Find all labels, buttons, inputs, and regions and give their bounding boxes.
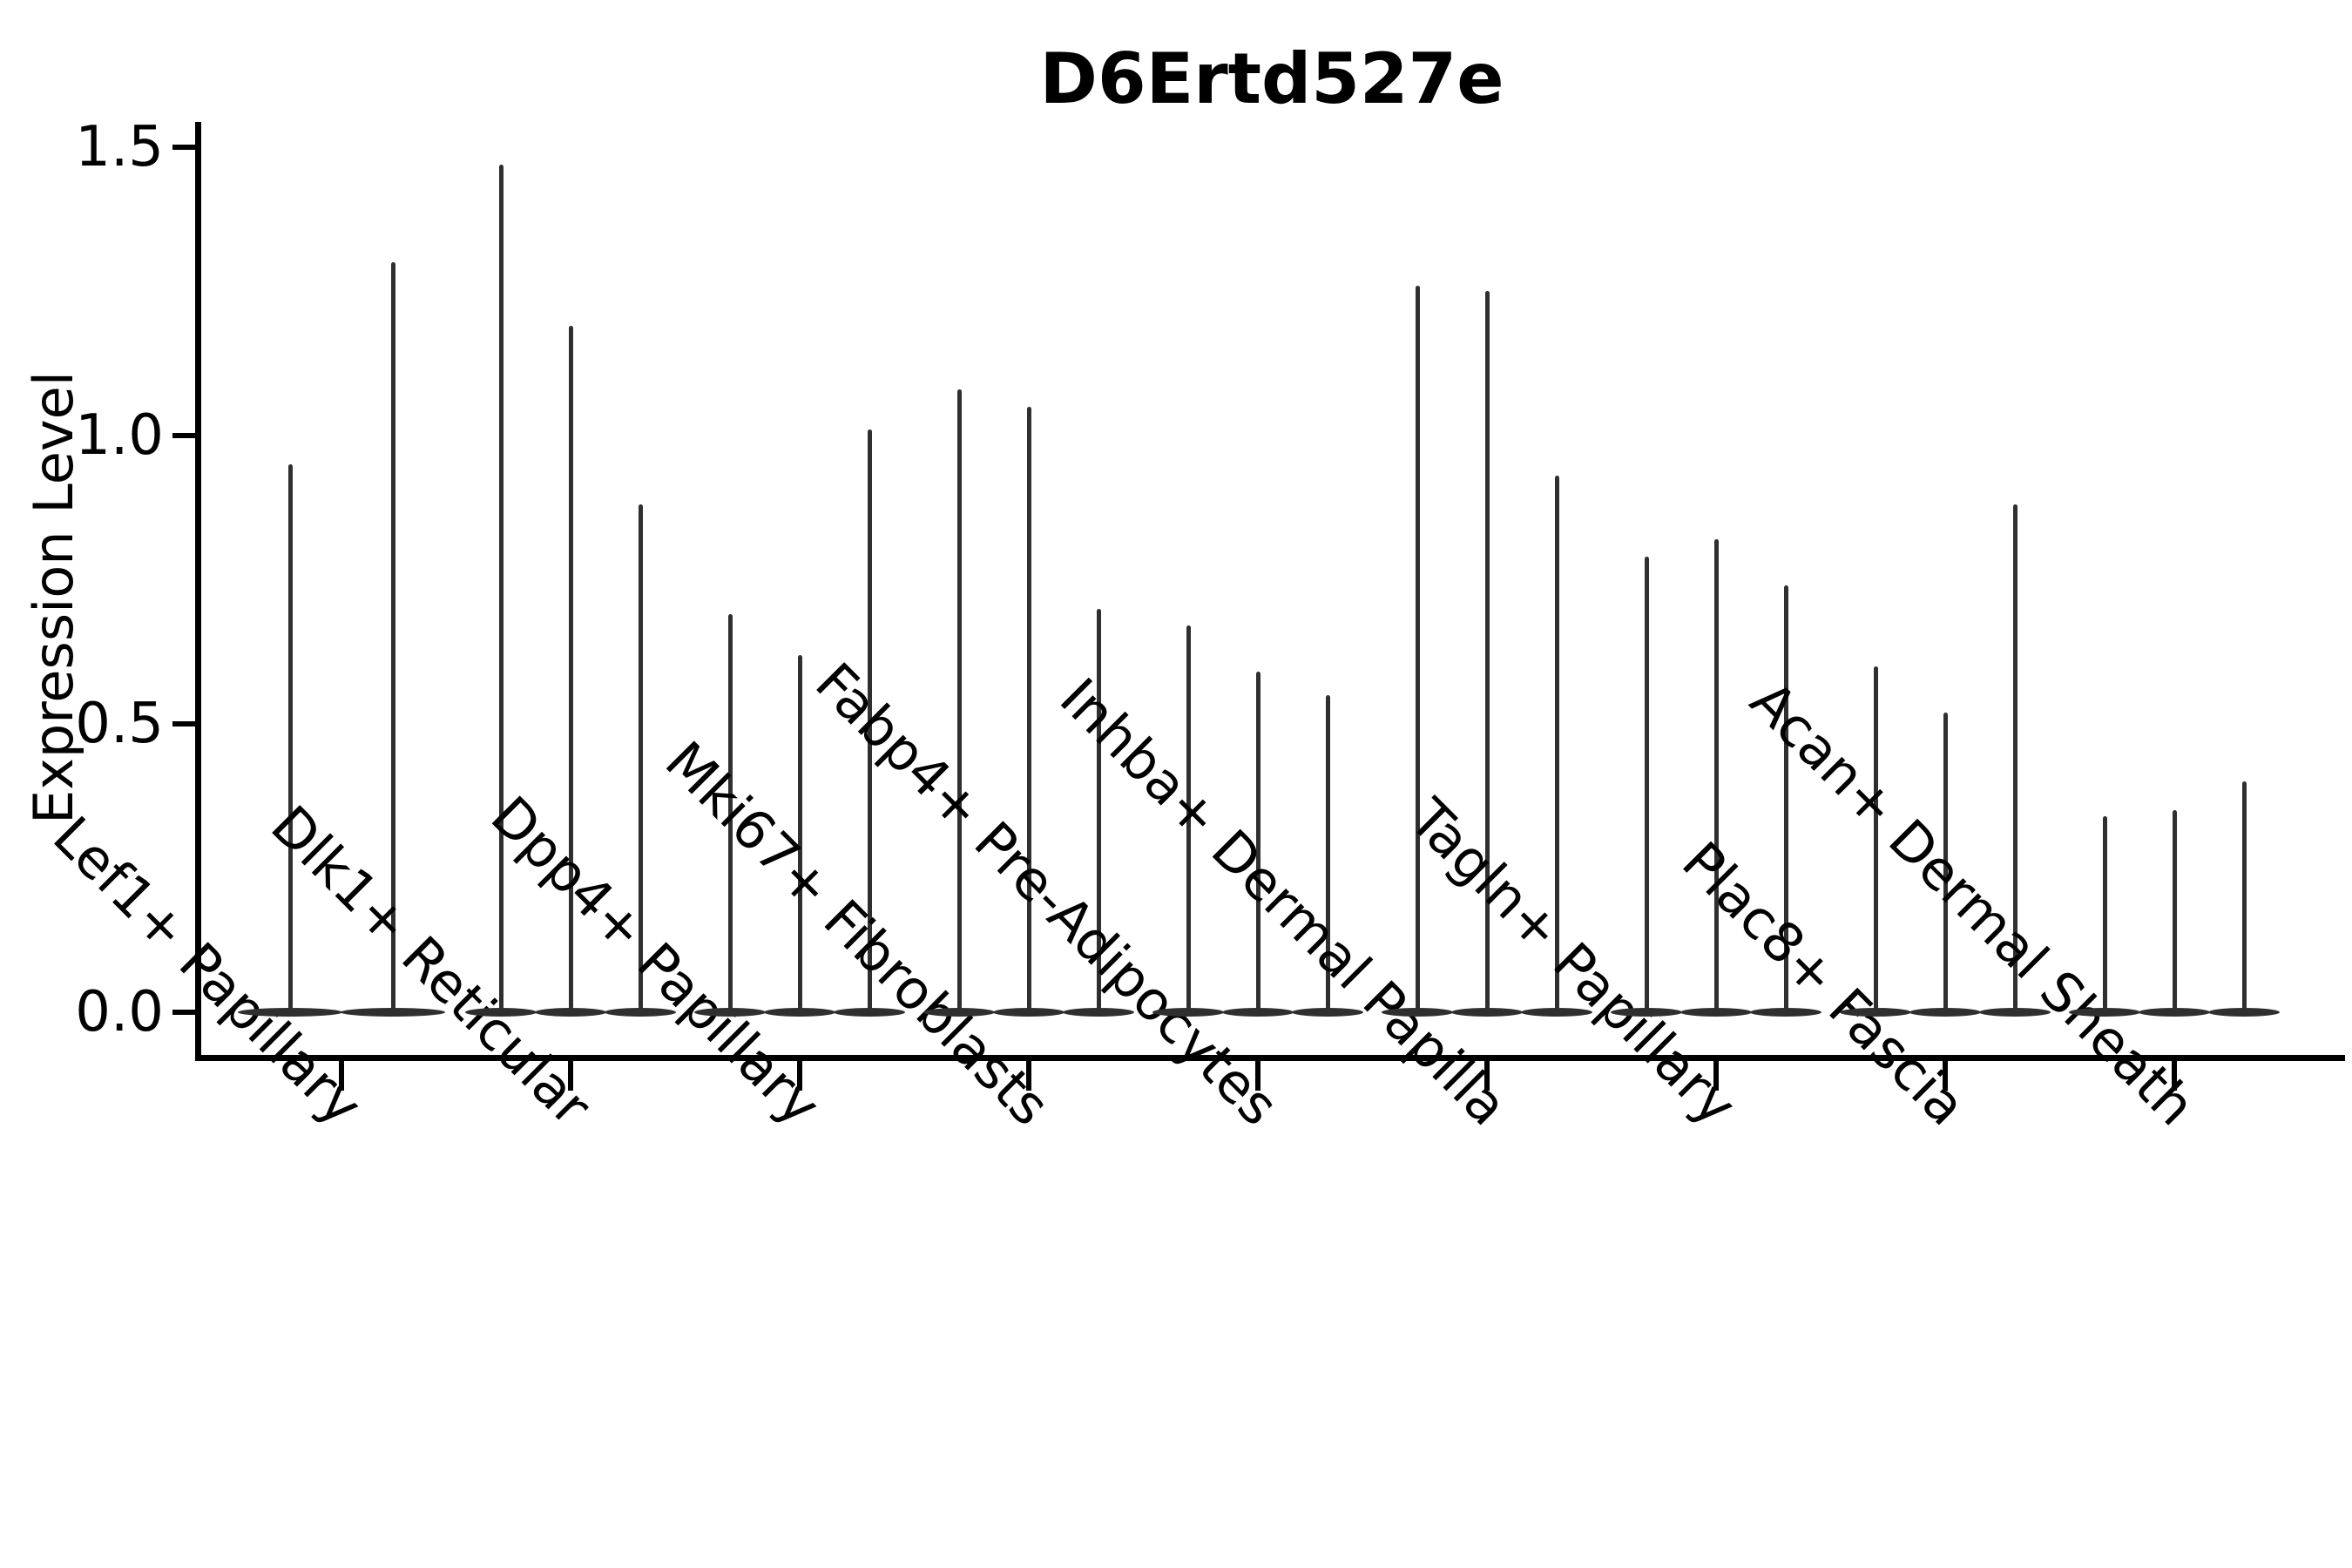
x-tick-label: Mki67+ Fibroblasts	[652, 728, 1062, 1139]
violin-zero-density	[1840, 1008, 1911, 1017]
violin	[2102, 816, 2107, 1012]
violin-zero-density	[764, 1008, 835, 1017]
violin	[867, 429, 872, 1012]
violin-zero-density	[1909, 1008, 1981, 1017]
violin	[498, 165, 504, 1012]
y-tick-mark	[172, 1010, 199, 1015]
violin	[1325, 695, 1330, 1012]
y-tick-mark	[172, 721, 199, 727]
violin-zero-density	[1521, 1008, 1592, 1017]
x-tick-mark	[1484, 1061, 1490, 1091]
violin	[1026, 407, 1031, 1012]
x-tick-mark	[797, 1061, 802, 1091]
x-tick-label: Inhba+ Dermal Papilla	[1047, 666, 1520, 1139]
violin	[1554, 476, 1559, 1012]
violin-zero-density	[1680, 1008, 1752, 1017]
chart-title: D6Ertd527e	[1039, 38, 1504, 119]
x-tick-mark	[2172, 1061, 2177, 1091]
violin-zero-density	[2139, 1008, 2210, 1017]
violin	[638, 504, 643, 1012]
y-tick-label: 0.0	[75, 980, 164, 1044]
x-tick-mark	[339, 1061, 344, 1091]
x-tick-mark	[1255, 1061, 1260, 1091]
y-tick-label: 1.0	[75, 403, 164, 468]
violin	[2241, 781, 2247, 1012]
y-tick-mark	[172, 145, 199, 150]
y-axis-spine	[195, 122, 201, 1061]
violin	[1096, 609, 1101, 1012]
violin	[956, 389, 962, 1012]
x-axis-spine	[195, 1055, 2345, 1061]
violin	[1943, 713, 1948, 1012]
violin-zero-density	[1222, 1008, 1294, 1017]
x-tick-mark	[1713, 1061, 1719, 1091]
violin-zero-density	[2069, 1008, 2140, 1017]
violin-zero-density	[923, 1008, 995, 1017]
violin	[797, 655, 802, 1012]
violin-zero-density	[1451, 1008, 1523, 1017]
violin	[568, 326, 573, 1012]
violin	[1484, 291, 1490, 1012]
x-tick-mark	[1943, 1061, 1948, 1091]
violin-zero-density	[465, 1008, 537, 1017]
violin-zero-density	[694, 1008, 766, 1017]
violin-zero-density	[1292, 1008, 1363, 1017]
x-tick-label: Fabp4+ Pre-Adipocytes	[803, 650, 1291, 1139]
violin	[287, 464, 293, 1012]
violin	[1255, 672, 1260, 1012]
violin-zero-density	[993, 1008, 1064, 1017]
x-tick-label: Acan+ Dermal Sheath	[1738, 668, 2207, 1139]
violin	[2172, 810, 2177, 1012]
violin-zero-density	[535, 1008, 606, 1017]
y-tick-mark	[172, 433, 199, 438]
violin	[1713, 539, 1719, 1012]
violin	[1873, 666, 1878, 1012]
violin-zero-density	[1611, 1008, 1682, 1017]
y-tick-label: 0.5	[75, 692, 164, 756]
violin	[1644, 557, 1649, 1012]
violin-zero-density	[1750, 1008, 1821, 1017]
violin-zero-density	[1382, 1008, 1453, 1017]
violin	[2012, 504, 2017, 1012]
violin-zero-density	[605, 1008, 676, 1017]
violin	[727, 614, 733, 1012]
violin-zero-density	[1152, 1008, 1224, 1017]
violin-zero-density	[238, 1008, 342, 1017]
violin-zero-density	[1063, 1008, 1134, 1017]
violin	[1783, 585, 1788, 1012]
x-tick-mark	[568, 1061, 573, 1091]
violin	[390, 262, 395, 1012]
violin	[1415, 286, 1420, 1012]
violin	[1186, 625, 1191, 1012]
y-tick-label: 1.5	[75, 115, 164, 179]
violin-zero-density	[834, 1008, 905, 1017]
violin-zero-density	[341, 1008, 445, 1017]
violin-zero-density	[2208, 1008, 2280, 1017]
violin-zero-density	[1979, 1008, 2051, 1017]
x-tick-mark	[1026, 1061, 1031, 1091]
